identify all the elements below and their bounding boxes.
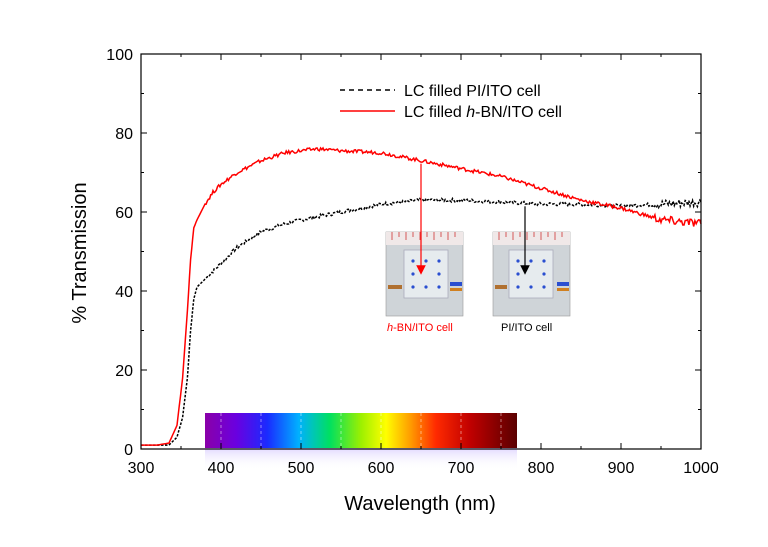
y-tick-label-60: 60 — [115, 205, 133, 222]
hbn-ito-cell-photo — [385, 231, 464, 317]
spectrum-gradient — [205, 413, 517, 448]
x-tick-label-1000: 1000 — [683, 460, 719, 477]
x-tick-label-600: 600 — [368, 460, 395, 477]
spectrum-glow — [205, 448, 517, 470]
pi-ito-cell-photo — [492, 231, 571, 317]
y-tick-label-100: 100 — [106, 47, 133, 64]
y-axis-label: % Transmission — [69, 182, 91, 323]
series-line-pi-ito — [141, 196, 702, 446]
y-tick-label-80: 80 — [115, 126, 133, 143]
x-tick-label-700: 700 — [448, 460, 475, 477]
y-tick-label-20: 20 — [115, 363, 133, 380]
legend-label-hbn-ito: LC filled h-BN/ITO cell — [404, 104, 562, 121]
hbn-ito-cell-caption: h-BN/ITO cell — [387, 322, 453, 334]
x-tick-label-900: 900 — [608, 460, 635, 477]
legend-label-pi-ito: LC filled PI/ITO cell — [404, 83, 541, 100]
visible-spectrum-bar — [205, 413, 517, 470]
x-tick-label-500: 500 — [288, 460, 315, 477]
x-tick-label-400: 400 — [208, 460, 235, 477]
y-tick-label-0: 0 — [124, 442, 133, 459]
pi-ito-cell-caption: PI/ITO cell — [501, 322, 552, 334]
x-tick-label-300: 300 — [128, 460, 155, 477]
x-tick-label-800: 800 — [528, 460, 555, 477]
x-axis-label: Wavelength (nm) — [344, 493, 496, 515]
series-line-hbn-ito — [141, 146, 702, 446]
y-tick-label-40: 40 — [115, 284, 133, 301]
legend: LC filled PI/ITO cell LC filled h-BN/ITO… — [340, 83, 562, 121]
